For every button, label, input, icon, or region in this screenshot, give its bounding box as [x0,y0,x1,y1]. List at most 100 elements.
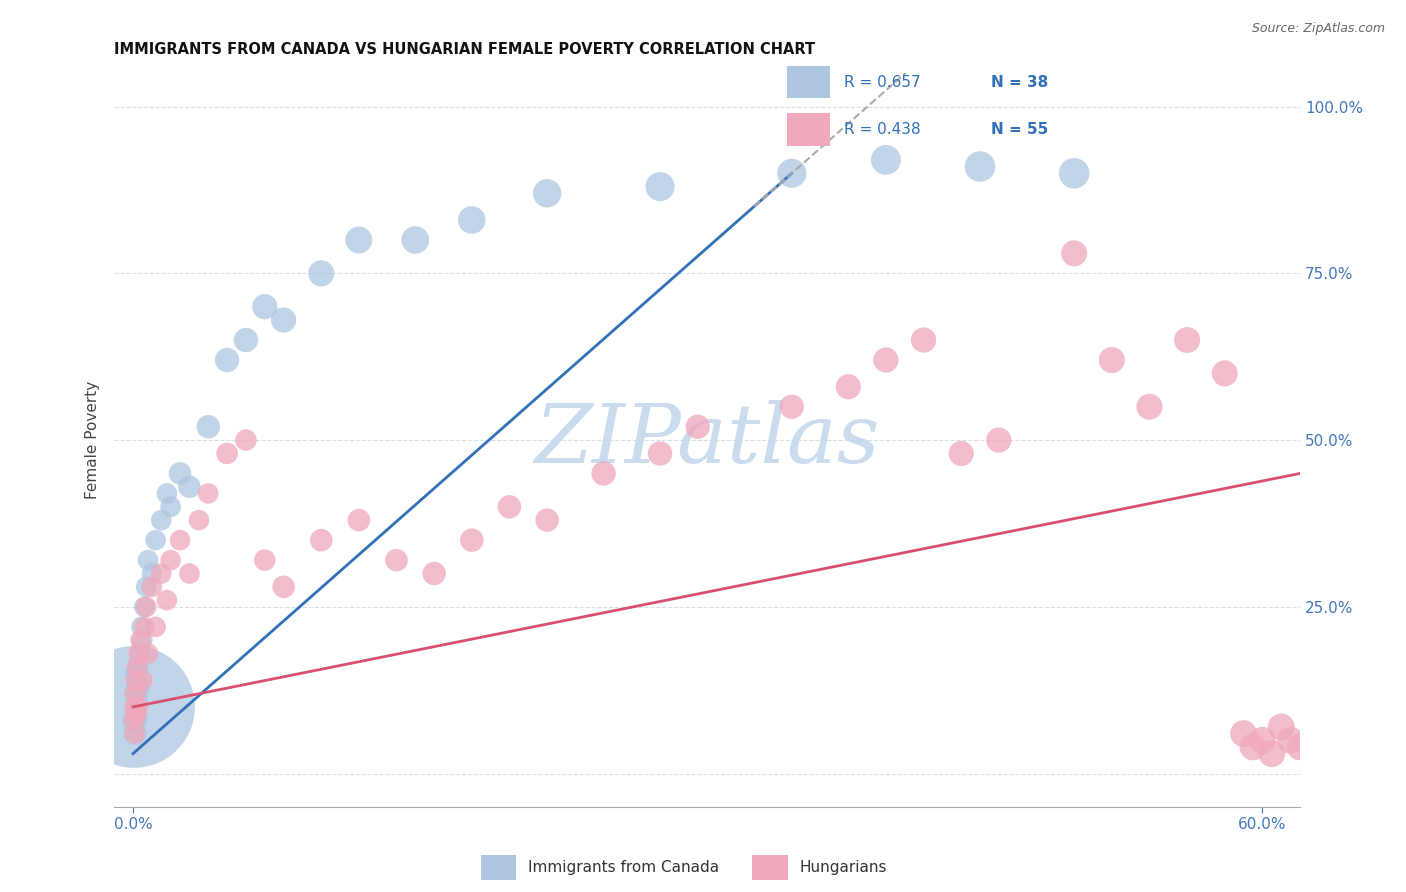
Text: Source: ZipAtlas.com: Source: ZipAtlas.com [1251,22,1385,36]
Text: N = 38: N = 38 [991,75,1049,90]
Point [1063,246,1085,260]
Bar [787,113,830,145]
Text: N = 55: N = 55 [991,122,1049,137]
Point [461,533,484,548]
Point [156,486,179,500]
Point [347,233,370,247]
Point [253,553,276,567]
Point [217,353,239,368]
Point [128,660,150,674]
Point [141,580,163,594]
Point [347,513,370,527]
Point [235,433,257,447]
Point [129,647,152,661]
Point [131,673,153,688]
Bar [481,855,516,880]
Point [1101,353,1123,368]
Point [197,419,219,434]
Point [135,580,157,594]
Point [122,700,145,714]
Point [156,593,179,607]
Point [159,553,181,567]
Point [1279,733,1302,747]
Point [125,673,148,688]
Point [404,233,426,247]
Point [273,580,295,594]
Text: IMMIGRANTS FROM CANADA VS HUNGARIAN FEMALE POVERTY CORRELATION CHART: IMMIGRANTS FROM CANADA VS HUNGARIAN FEMA… [114,42,815,57]
Point [124,726,146,740]
Point [124,687,146,701]
Point [309,533,332,548]
Point [950,446,973,460]
Point [128,647,150,661]
Point [131,620,153,634]
Point [1251,733,1274,747]
Point [1063,166,1085,180]
Point [1175,333,1198,347]
Point [875,153,897,167]
Text: ZIPatlas: ZIPatlas [534,401,880,480]
Point [969,160,991,174]
Point [127,700,149,714]
Point [686,419,709,434]
Point [648,179,671,194]
Point [648,446,671,460]
Point [1213,367,1236,381]
Point [461,213,484,227]
Point [837,380,859,394]
Point [145,533,167,548]
Point [136,647,159,661]
Point [136,553,159,567]
Point [912,333,935,347]
Point [179,480,201,494]
Point [536,186,558,201]
Point [124,687,146,701]
Point [273,313,295,327]
Point [987,433,1010,447]
Point [125,660,148,674]
Point [253,300,276,314]
Point [122,713,145,727]
Point [385,553,408,567]
Point [1139,400,1161,414]
Point [197,486,219,500]
Point [1232,726,1254,740]
Point [1270,720,1292,734]
Point [145,620,167,634]
Point [150,566,173,581]
Point [875,353,897,368]
Point [780,166,803,180]
Point [1289,739,1312,754]
Point [536,513,558,527]
Point [187,513,209,527]
Point [135,599,157,614]
Point [128,680,150,694]
Point [125,666,148,681]
Point [134,599,156,614]
Point [127,693,149,707]
Point [1261,747,1284,761]
Point [141,566,163,581]
Text: R = 0.438: R = 0.438 [844,122,920,137]
Point [124,713,146,727]
Point [169,467,191,481]
Point [124,726,146,740]
Point [129,633,152,648]
Bar [752,855,787,880]
Text: R = 0.657: R = 0.657 [844,75,920,90]
Text: Immigrants from Canada: Immigrants from Canada [529,860,720,875]
Point [498,500,520,514]
Point [150,513,173,527]
Point [179,566,201,581]
Point [159,500,181,514]
Point [1241,739,1264,754]
Text: Hungarians: Hungarians [800,860,887,875]
Point [423,566,446,581]
Point [592,467,614,481]
Point [235,333,257,347]
Point [309,266,332,280]
Point [125,706,148,721]
Point [217,446,239,460]
Point [124,700,146,714]
Point [134,620,156,634]
